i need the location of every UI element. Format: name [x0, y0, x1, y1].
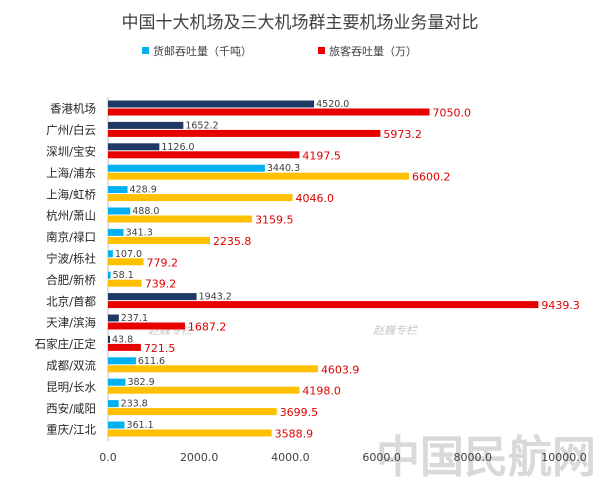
freight-bar: [108, 143, 160, 151]
legend-swatch-passenger: [318, 47, 325, 54]
freight-value-label: 341.3: [126, 227, 153, 238]
passenger-value-label: 4197.5: [302, 149, 341, 162]
freight-value-label: 3440.3: [267, 163, 300, 174]
passenger-bar: [108, 429, 272, 437]
passenger-value-label: 5973.2: [383, 128, 422, 141]
passenger-bar: [108, 258, 144, 266]
freight-bar: [108, 293, 197, 301]
freight-bar: [108, 314, 119, 322]
freight-bar: [108, 100, 315, 108]
freight-value-label: 237.1: [121, 313, 148, 324]
x-tick-labels: 0.0 2000.0 4000.0 6000.0 8000.0 10000.0: [99, 451, 587, 464]
category-label: 香港机场: [50, 102, 96, 116]
passenger-bar: [108, 194, 293, 202]
category-label: 西安/咸阳: [46, 401, 96, 415]
legend-swatch-freight: [142, 47, 149, 54]
category-label: 上海/浦东: [46, 166, 96, 180]
freight-bar: [108, 335, 110, 343]
freight-bar: [108, 400, 119, 408]
passenger-bar: [108, 279, 142, 287]
category-label: 上海/虹桥: [46, 187, 96, 201]
freight-value-label: 58.1: [113, 270, 134, 281]
freight-value-label: 1126.0: [161, 142, 194, 153]
legend: 货邮吞吐量（千吨） 旅客吞吐量（万）: [142, 44, 417, 58]
passenger-value-label: 4603.9: [321, 363, 360, 376]
category-label: 宁波/栎社: [46, 252, 96, 266]
x-tick-label: 8000.0: [454, 451, 493, 464]
passenger-value-label: 4198.0: [302, 385, 341, 398]
passenger-bar: [108, 151, 300, 159]
passenger-bar: [108, 172, 409, 180]
bars-group: 4520.0 7050.0 1652.2 5973.2 1126.0 4197.53440…: [108, 99, 580, 441]
freight-bar: [108, 121, 184, 129]
category-label: 成都/双流: [46, 359, 96, 373]
passenger-bar: [108, 343, 141, 351]
x-tick-label: 10000.0: [541, 451, 587, 464]
passenger-value-label: 1687.2: [188, 321, 227, 334]
passenger-bar: [108, 322, 185, 330]
passenger-value-label: 6600.2: [412, 171, 451, 184]
category-label: 天津/滨海: [46, 316, 96, 330]
passenger-value-label: 9439.3: [541, 299, 580, 312]
passenger-value-label: 3159.5: [255, 214, 293, 227]
x-tick-label: 2000.0: [180, 451, 219, 464]
freight-value-label: 1943.2: [199, 292, 232, 303]
passenger-value-label: 739.2: [145, 278, 177, 291]
freight-value-label: 107.0: [115, 249, 142, 260]
freight-value-label: 4520.0: [316, 99, 349, 110]
category-label: 昆明/长水: [46, 380, 96, 394]
freight-value-label: 43.8: [112, 334, 133, 345]
x-tick-label: 0.0: [99, 451, 117, 464]
passenger-value-label: 721.5: [144, 342, 176, 355]
freight-bar: [108, 186, 128, 194]
category-label: 杭州/萧山: [46, 209, 96, 223]
freight-value-label: 611.6: [138, 356, 165, 367]
category-label: 南京/禄口: [46, 230, 96, 244]
passenger-bar: [108, 386, 300, 394]
passenger-bar: [108, 236, 210, 244]
category-label: 深圳/宝安: [46, 145, 96, 159]
category-label: 北京/首都: [46, 294, 96, 308]
passenger-value-label: 3588.9: [275, 428, 314, 441]
freight-value-label: 233.8: [121, 399, 148, 410]
passenger-bar: [108, 215, 253, 223]
category-label: 合肥/新桥: [46, 273, 96, 287]
passenger-bar: [108, 408, 277, 416]
passenger-value-label: 7050.0: [432, 107, 471, 120]
freight-bar: [108, 421, 125, 429]
freight-bar: [108, 207, 131, 215]
legend-label-freight: 货邮吞吐量（千吨）: [153, 44, 252, 58]
freight-value-label: 488.0: [132, 206, 159, 217]
passenger-bar: [108, 365, 318, 373]
freight-bar: [108, 228, 124, 236]
passenger-value-label: 3699.5: [280, 406, 319, 419]
freight-value-label: 1652.2: [185, 120, 218, 131]
category-label: 石家庄/正定: [35, 337, 97, 351]
chart-title: 中国十大机场及三大机场群主要机场业务量对比: [122, 13, 479, 33]
category-label: 广州/白云: [46, 123, 96, 137]
watermark-right: 赵巍专栏: [373, 324, 418, 337]
x-tick-label: 6000.0: [362, 451, 401, 464]
passenger-bar: [108, 129, 381, 137]
category-label: 重庆/江北: [46, 423, 96, 437]
freight-bar: [108, 250, 113, 258]
freight-bar: [108, 378, 126, 386]
passenger-value-label: 4046.0: [295, 192, 334, 205]
brand-watermark: 中国民航网: [376, 432, 596, 481]
passenger-value-label: 2235.8: [213, 235, 252, 248]
freight-value-label: 361.1: [126, 420, 153, 431]
freight-value-label: 382.9: [127, 377, 154, 388]
category-labels: 香港机场广州/白云深圳/宝安上海/浦东上海/虹桥杭州/萧山南京/禄口宁波/栎社合…: [35, 102, 97, 437]
freight-bar: [108, 164, 265, 172]
freight-value-label: 428.9: [130, 185, 157, 196]
legend-label-passenger: 旅客吞吐量（万）: [329, 44, 417, 58]
passenger-bar: [108, 108, 430, 116]
passenger-value-label: 779.2: [147, 256, 179, 269]
passenger-bar: [108, 301, 539, 309]
x-tick-label: 4000.0: [271, 451, 310, 464]
freight-bar: [108, 357, 136, 365]
freight-bar: [108, 271, 111, 279]
